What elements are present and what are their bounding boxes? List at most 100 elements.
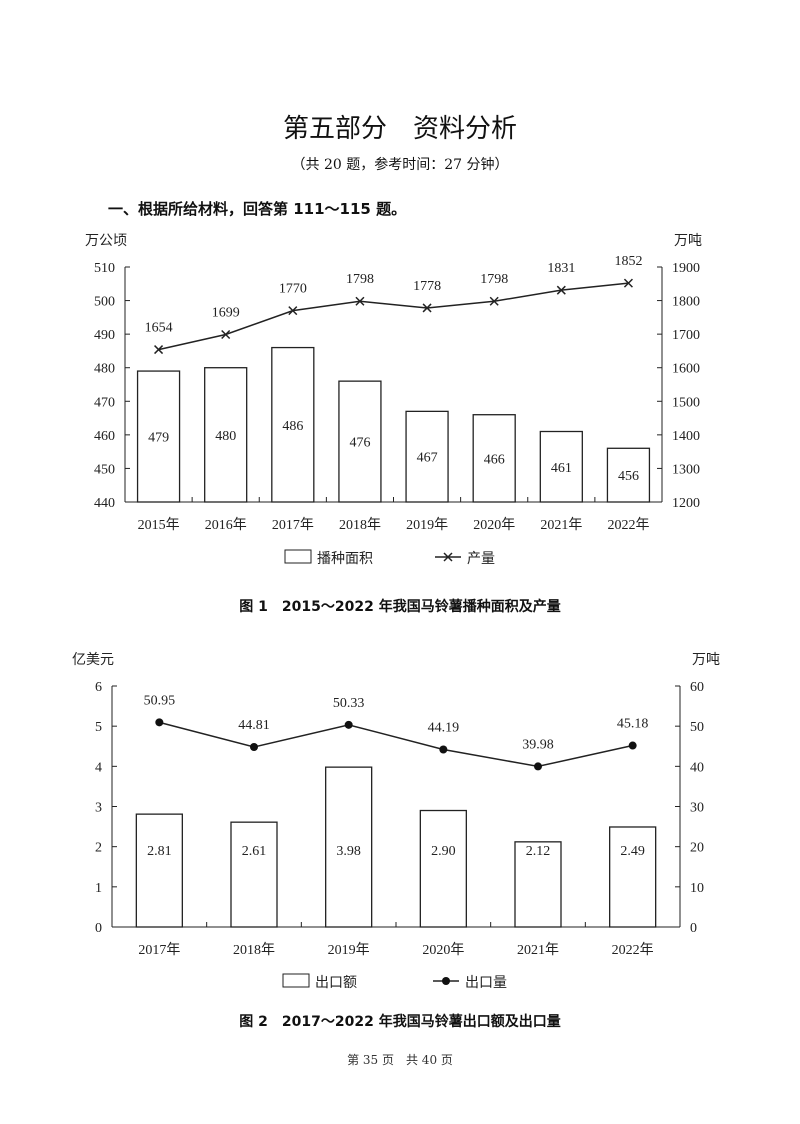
chart-2-bar-value-label: 2.49	[620, 844, 645, 859]
chart-1-right-tick-label: 1200	[672, 496, 700, 511]
chart-1-line-value-label: 1798	[480, 272, 508, 287]
chart-2-bar	[230, 821, 278, 928]
chart-1-bar	[271, 346, 315, 503]
chart-2-line-value-label: 45.18	[617, 717, 649, 732]
chart-1-bar-value-label: 486	[282, 419, 303, 434]
chart-1-caption: 图 1 2015～2022 年我国马铃薯播种面积及产量	[239, 599, 561, 615]
chart-1-left-tick-label: 480	[94, 362, 115, 377]
chart-2-x-tick-label: 2020年	[422, 942, 464, 958]
chart-2-legend-bar-swatch	[282, 973, 310, 988]
chart-2-line-value-label: 44.81	[238, 718, 270, 733]
chart-2-line-marker	[439, 745, 448, 754]
chart-1-x-tick-label: 2018年	[339, 517, 381, 533]
chart-1-line-value-label: 1852	[614, 254, 642, 269]
chart-1-bar	[472, 414, 516, 503]
chart-1-x-tick-label: 2019年	[406, 517, 448, 533]
chart-1-line-value-label: 1778	[413, 279, 441, 294]
chart-1-right-tick-label: 1300	[672, 462, 700, 477]
chart-2-line-marker	[250, 743, 258, 752]
chart-2-line-value-label: 50.33	[333, 696, 365, 711]
chart-2-left-axis-label: 亿美元	[72, 652, 114, 668]
chart-2-bar-value-label: 2.81	[147, 844, 172, 859]
chart-2-line-value-label: 44.19	[428, 721, 460, 736]
chart-2-x-tick-label: 2019年	[328, 942, 370, 958]
chart-2-right-axis-label: 万吨	[692, 652, 720, 668]
chart-2-left-tick-label: 6	[95, 680, 102, 695]
chart-1-line-marker	[422, 303, 432, 313]
chart-2-x-tick-label: 2022年	[612, 942, 654, 958]
chart-2-legend-line-label: 出口量	[465, 975, 507, 991]
chart-2-left-tick-label: 4	[95, 760, 102, 775]
chart-2-right-tick-label: 30	[690, 801, 704, 816]
chart-2-left-tick-label: 0	[95, 921, 102, 936]
chart-1-x-tick-label: 2016年	[205, 517, 247, 533]
chart-1-line-value-label: 1654	[145, 321, 173, 336]
chart-2-left-tick-label: 2	[95, 841, 102, 856]
chart-1-left-tick-label: 510	[94, 261, 115, 276]
chart-1-line-marker	[623, 278, 633, 288]
chart-1-right-tick-label: 1400	[672, 429, 700, 444]
chart-1-right-tick-label: 1600	[672, 362, 700, 377]
chart-1-right-tick-label: 1500	[672, 395, 700, 410]
chart-1-left-tick-label: 470	[94, 395, 115, 410]
chart-1-legend-line-label: 产量	[467, 551, 495, 567]
chart-1-bar	[539, 430, 583, 503]
chart-2-line-marker	[155, 718, 164, 727]
chart-1-bar	[606, 447, 651, 503]
chart-2-left-tick-label: 3	[95, 801, 102, 816]
chart-1-left-tick-label: 450	[94, 462, 115, 477]
chart-1-bar	[136, 370, 181, 503]
chart-1-line-marker	[355, 296, 365, 306]
chart-1-line-marker	[489, 296, 499, 306]
chart-1-line-marker	[288, 306, 298, 316]
chart-2-right-tick-label: 50	[690, 720, 704, 735]
chart-2-bar-value-label: 3.98	[336, 844, 361, 859]
chart-1-right-axis-label: 万吨	[674, 233, 702, 249]
chart-1-line-value-label: 1831	[547, 261, 575, 276]
chart-1-x-tick-label: 2015年	[138, 517, 180, 533]
chart-1-line-value-label: 1699	[212, 305, 240, 320]
section-heading: 一、根据所给材料，回答第 111～115 题。	[108, 200, 407, 218]
chart-1-bar	[204, 367, 248, 503]
chart-2-right-tick-label: 20	[690, 841, 704, 856]
page-subtitle: （共 20 题，参考时间：27 分钟）	[291, 157, 509, 173]
chart-2-line-value-label: 39.98	[522, 737, 554, 752]
chart-1-bar-value-label: 479	[148, 431, 169, 446]
chart-1-bar-value-label: 480	[215, 429, 236, 444]
chart-2-right-tick-label: 60	[690, 680, 704, 695]
page-title: 第五部分 资料分析	[282, 114, 517, 144]
chart-1-bar-value-label: 461	[551, 461, 572, 476]
chart-2-caption: 图 2 2017～2022 年我国马铃薯出口额及出口量	[239, 1014, 561, 1030]
chart-1-line-marker	[556, 285, 566, 295]
chart-2-bar-value-label: 2.61	[242, 844, 267, 859]
chart-1-bar-value-label: 466	[484, 452, 505, 467]
chart-2-line-value-label: 50.95	[144, 693, 176, 708]
chart-1-left-tick-label: 440	[94, 496, 115, 511]
chart-2-bar	[514, 841, 562, 928]
chart-1-left-tick-label: 460	[94, 429, 115, 444]
chart-2-bar-value-label: 2.90	[431, 844, 456, 859]
chart-1-bar-value-label: 476	[349, 436, 370, 451]
chart-1-legend-bar-label: 播种面积	[317, 551, 373, 567]
chart-1-line-series	[158, 282, 629, 351]
chart-1-line-marker	[221, 329, 231, 340]
chart-2-line-marker	[344, 720, 353, 729]
chart-2-line-series	[159, 721, 633, 768]
chart-2-bar-value-label: 2.12	[526, 844, 551, 859]
chart-2-right-tick-label: 10	[690, 881, 704, 896]
chart-1-right-tick-label: 1800	[672, 295, 700, 310]
chart-2-line-marker	[628, 741, 637, 750]
chart-2-legend-bar-label: 出口额	[315, 975, 357, 991]
chart-1-legend-line-marker	[443, 552, 453, 562]
chart-1-bar-value-label: 467	[417, 451, 438, 466]
chart-2-left-tick-label: 5	[95, 720, 102, 735]
chart-2-line-marker	[534, 762, 542, 771]
chart-1-left-axis-label: 万公顷	[85, 233, 127, 249]
chart-1-bar-value-label: 456	[618, 469, 639, 484]
chart-2-x-tick-label: 2021年	[517, 942, 559, 958]
chart-2-bar	[609, 826, 657, 928]
chart-2-x-tick-label: 2018年	[233, 942, 275, 958]
chart-1-legend-bar-swatch	[284, 549, 312, 564]
